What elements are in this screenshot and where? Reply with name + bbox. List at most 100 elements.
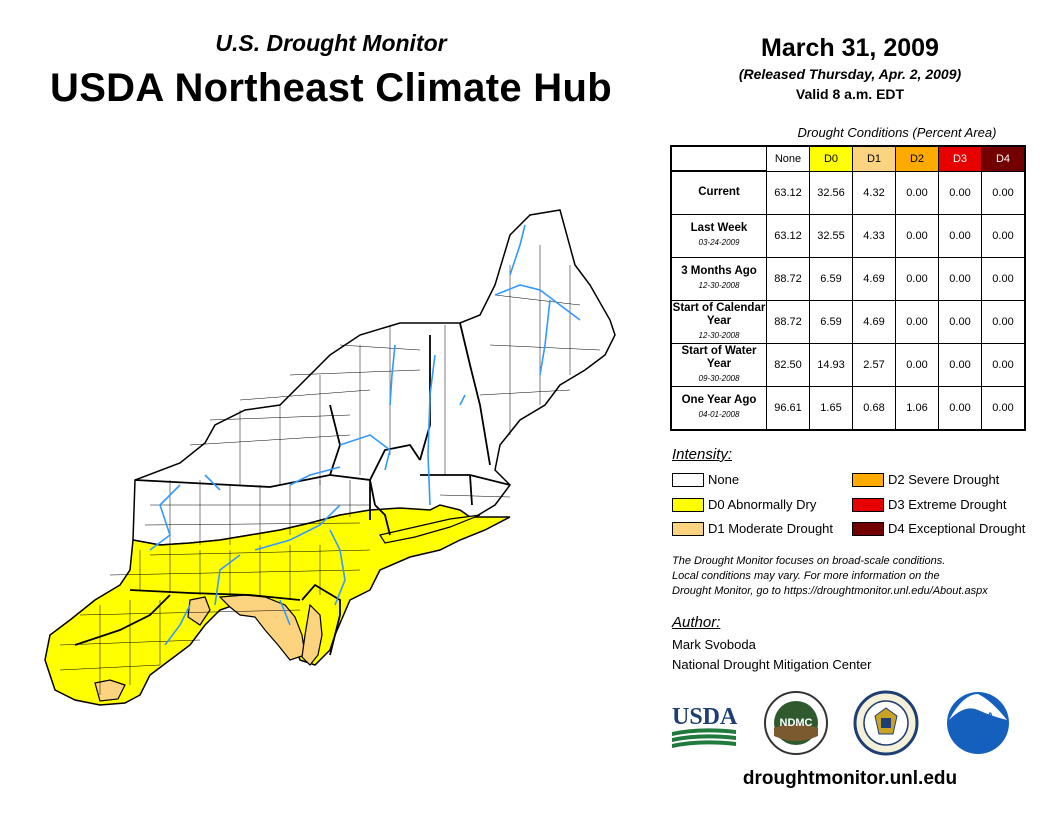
table-cell: 14.93 <box>809 342 853 387</box>
table-header-row: None D0 D1 D2 D3 D4 <box>671 145 1026 172</box>
legend-label: D0 Abnormally Dry <box>708 497 817 512</box>
legend-item-d2: D2 Severe Drought <box>852 472 999 487</box>
table-cell: 0.00 <box>981 213 1026 258</box>
col-header: D1 <box>852 145 896 172</box>
legend-swatch <box>852 521 884 536</box>
table-row: Start of Calendar Year 12-30-2008 88.72 6.5… <box>670 299 1026 344</box>
table-row: 3 Months Ago 12-30-2008 88.72 6.59 4.69 0.00 0… <box>670 256 1026 301</box>
col-header: None <box>766 145 810 172</box>
legend-label: None <box>708 472 740 487</box>
note-line: Drought Monitor, go to https://droughtmo… <box>672 585 988 597</box>
table-cell: 0.00 <box>981 342 1026 387</box>
footer-url[interactable]: droughtmonitor.unl.edu <box>742 768 958 789</box>
table-cell: 88.72 <box>766 256 810 301</box>
row-date: 04-01-2008 <box>698 410 740 419</box>
table-cell: 63.12 <box>766 213 810 258</box>
table-cell: 0.00 <box>938 170 982 215</box>
row-label-text: 3 Months Ago <box>681 265 757 277</box>
table-cell: 32.56 <box>809 170 853 215</box>
legend-swatch <box>852 472 884 487</box>
row-label-text: Start of Water Year <box>681 344 757 370</box>
table-cell: 0.00 <box>938 385 982 430</box>
legend-label: D2 Severe Drought <box>888 472 1000 487</box>
table-corner <box>671 146 767 172</box>
note-line: Local conditions may vary. For more info… <box>672 570 940 582</box>
legend-swatch <box>672 521 704 536</box>
row-date: 03-24-2009 <box>698 238 740 247</box>
long-island <box>379 514 481 544</box>
table-cell: 32.55 <box>809 213 853 258</box>
drought-conditions-table: None D0 D1 D2 D3 D4 Current 63.12 32.56 4.3… <box>670 145 1026 431</box>
row-label: Start of Water Year 09-30-2008 <box>670 342 767 387</box>
table-cell: 0.00 <box>938 213 982 258</box>
conditions-caption: Drought Conditions (Percent Area) <box>797 125 997 140</box>
table-cell: 0.00 <box>981 299 1026 344</box>
table-cell: 0.68 <box>852 385 896 430</box>
legend-swatch <box>672 472 704 487</box>
legend-item-d4: D4 Exceptional Drought <box>852 521 1025 536</box>
row-date: 12-30-2008 <box>698 330 740 340</box>
table-cell: 0.00 <box>938 256 982 301</box>
col-header: D3 <box>938 145 982 172</box>
northeast-drought-map <box>44 209 616 706</box>
author-name: Mark Svoboda <box>672 637 756 652</box>
table-cell: 0.00 <box>895 342 939 387</box>
row-date: 09-30-2008 <box>698 373 740 383</box>
table-cell: 0.00 <box>895 256 939 301</box>
row-label-text: Start of Calendar Year <box>672 301 766 327</box>
author-title: Author: <box>672 614 721 631</box>
ndmc-logo: NDMC <box>764 691 828 755</box>
row-label-text: Current <box>698 186 740 199</box>
row-label: 3 Months Ago 12-30-2008 <box>670 256 767 301</box>
valid-time: Valid 8 a.m. EDT <box>795 86 905 102</box>
table-cell: 4.69 <box>852 256 896 301</box>
row-date: 12-30-2008 <box>698 281 740 290</box>
table-cell: 6.59 <box>809 299 853 344</box>
table-cell: 0.00 <box>938 299 982 344</box>
legend-swatch <box>852 497 884 512</box>
region-d1-wv-south <box>94 679 126 702</box>
date-block: March 31, 2009 (Released Thursday, Apr. … <box>672 34 1028 102</box>
usda-logo: USDA <box>672 704 738 748</box>
state-borders <box>74 322 511 656</box>
map-date: March 31, 2009 <box>761 34 939 62</box>
legend-label: D1 Moderate Drought <box>708 521 834 536</box>
legend-label: D3 Extreme Drought <box>888 497 1007 512</box>
table-cell: 2.57 <box>852 342 896 387</box>
col-header: D4 <box>981 145 1026 172</box>
table-cell: 1.06 <box>895 385 939 430</box>
table-cell: 0.00 <box>981 170 1026 215</box>
table-cell: 63.12 <box>766 170 810 215</box>
table-cell: 0.00 <box>938 342 982 387</box>
county-lines <box>59 245 601 695</box>
map-subtitle: U.S. Drought Monitor <box>215 30 447 56</box>
table-cell: 0.00 <box>895 213 939 258</box>
table-row: Last Week 03-24-2009 63.12 32.55 4.33 0.00 0.0… <box>670 213 1026 258</box>
table-cell: 0.00 <box>981 385 1026 430</box>
table-cell: 82.50 <box>766 342 810 387</box>
usda-logo-text: USDA <box>672 704 738 730</box>
region-d1-wv-east <box>187 596 211 626</box>
legend-title: Intensity: <box>672 446 733 463</box>
table-row: Current 63.12 32.56 4.32 0.00 0.00 0.00 <box>670 170 1026 215</box>
table-row: One Year Ago 04-01-2008 96.61 1.65 0.68 1.06 0… <box>670 385 1026 430</box>
noaa-logo: NOAA <box>947 692 1009 754</box>
release-date: (Released Thursday, Apr. 2, 2009) <box>738 66 962 82</box>
legend-item-d1: D1 Moderate Drought <box>672 521 833 536</box>
table-cell: 4.69 <box>852 299 896 344</box>
col-header: D0 <box>809 145 853 172</box>
table-cell: 4.32 <box>852 170 896 215</box>
region-d1-delmarva <box>301 603 323 666</box>
row-label: One Year Ago 04-01-2008 <box>670 385 767 430</box>
row-label-text: Last Week <box>690 222 748 234</box>
map-title: USDA Northeast Climate Hub <box>50 66 612 110</box>
row-label: Start of Calendar Year 12-30-2008 <box>670 299 767 344</box>
author-organization: National Drought Mitigation Center <box>672 657 872 672</box>
ndmc-logo-text: NDMC <box>780 717 813 729</box>
table-row: Start of Water Year 09-30-2008 82.50 14.93 2… <box>670 342 1026 387</box>
col-header: D2 <box>895 145 939 172</box>
legend-item-d0: D0 Abnormally Dry <box>672 497 816 512</box>
legend-label: D4 Exceptional Drought <box>888 521 1026 536</box>
rivers <box>149 224 581 646</box>
table-cell: 96.61 <box>766 385 810 430</box>
